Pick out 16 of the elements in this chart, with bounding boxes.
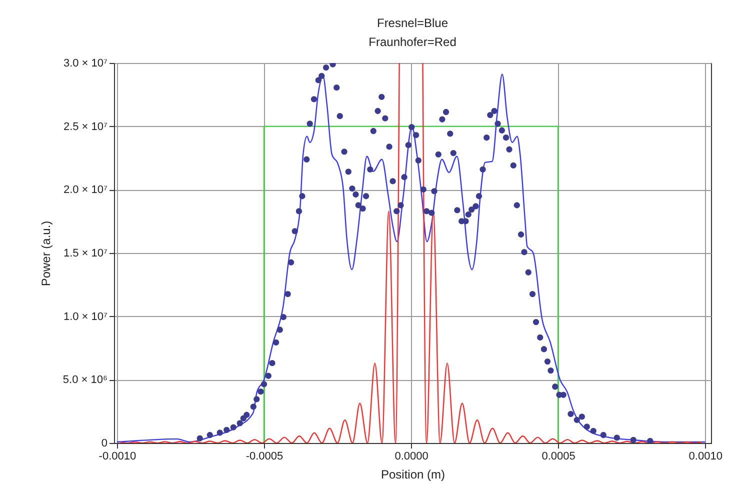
y-tick-label: 1.0 × 10⁷ (63, 310, 108, 323)
x-axis-title: Position (m) (380, 468, 446, 482)
y-tick-label: 2.5 × 10⁷ (63, 120, 108, 133)
y-tick-label: 5.0 × 10⁶ (62, 374, 108, 386)
chart-title: Fresnel=Blue (376, 16, 448, 30)
x-tick-label: 0.0000 (394, 450, 428, 462)
x-tick-label: 0.0005 (542, 450, 576, 462)
y-axis-title: Power (a.u.) (38, 220, 53, 286)
x-tick-label: -0.0010 (98, 450, 136, 462)
y-tick-label: 3.0 × 10⁷ (63, 58, 108, 70)
x-tick-label: -0.0005 (246, 450, 284, 462)
y-tick-label: 0 (101, 438, 108, 450)
chart-subtitle: Fraunhofer=Red (368, 35, 456, 49)
y-tick-label: 1.5 × 10⁷ (63, 248, 108, 260)
x-tick-label: 0.0010 (688, 450, 722, 462)
y-tick-label: 2.0 × 10⁷ (63, 184, 108, 196)
